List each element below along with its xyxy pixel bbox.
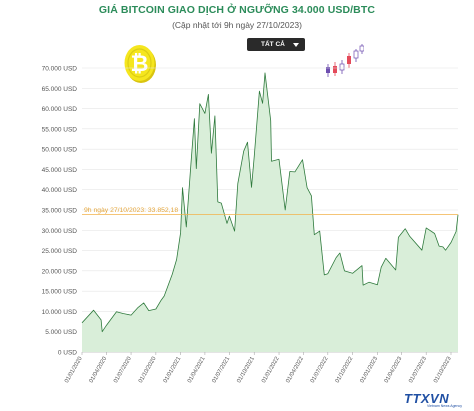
x-tick-label: 01/01/2020 bbox=[64, 356, 84, 384]
y-tick-label: 30.000 USD bbox=[42, 228, 78, 235]
candlestick-icon bbox=[326, 44, 364, 77]
x-tick-label: 01/07/2022 bbox=[310, 356, 330, 384]
x-tick-label: 01/01/2022 bbox=[261, 356, 281, 384]
y-tick-label: 25.000 USD bbox=[42, 248, 78, 255]
logo-subtext: Vietnam News Agency bbox=[427, 404, 462, 408]
svg-text:₿: ₿ bbox=[131, 52, 149, 77]
x-tick-label: 01/10/2021 bbox=[236, 356, 256, 384]
x-tick-label: 01/10/2022 bbox=[335, 356, 355, 384]
dropdown-caret-icon bbox=[293, 43, 299, 47]
y-tick-label: 50.000 USD bbox=[42, 147, 78, 154]
x-tick-label: 01/07/2020 bbox=[113, 356, 133, 384]
y-tick-label: 40.000 USD bbox=[42, 187, 78, 194]
y-tick-label: 55.000 USD bbox=[42, 126, 78, 133]
price-line bbox=[81, 72, 459, 333]
x-tick-label: 01/04/2021 bbox=[187, 356, 207, 384]
y-tick-label: 60.000 USD bbox=[42, 106, 78, 113]
price-area bbox=[82, 72, 458, 353]
ttxvn-logo: TTXVN Vietnam News Agency bbox=[404, 391, 468, 409]
range-dropdown[interactable]: TẤT CẢ bbox=[247, 38, 305, 51]
bitcoin-coin-icon: ₿ bbox=[124, 45, 156, 83]
x-tick-label: 01/01/2023 bbox=[359, 356, 379, 384]
chart-subtitle: (Cập nhật tới 9h ngày 27/10/2023) bbox=[172, 20, 302, 30]
x-tick-label: 01/01/2021 bbox=[163, 356, 183, 384]
y-tick-label: 5.000 USD bbox=[45, 329, 77, 336]
x-tick-label: 01/07/2023 bbox=[408, 356, 428, 384]
logo-text: TTXVN bbox=[404, 391, 450, 406]
y-tick-label: 20.000 USD bbox=[42, 268, 78, 275]
y-tick-label: 45.000 USD bbox=[42, 167, 78, 174]
y-tick-label: 0 USD bbox=[58, 350, 77, 357]
y-tick-label: 70.000 USD bbox=[42, 66, 78, 73]
x-tick-label: 01/04/2020 bbox=[89, 356, 109, 384]
x-tick-label: 01/04/2023 bbox=[384, 356, 404, 384]
current-price-label: 9h ngày 27/10/2023: 33.852,18 bbox=[84, 207, 178, 214]
chart-title: GIÁ BITCOIN GIAO DỊCH Ở NGƯỠNG 34.000 US… bbox=[98, 4, 376, 16]
y-tick-label: 35.000 USD bbox=[42, 208, 78, 215]
y-tick-label: 65.000 USD bbox=[42, 86, 78, 93]
x-tick-label: 01/07/2021 bbox=[211, 356, 231, 384]
x-tick-label: 01/10/2020 bbox=[138, 356, 158, 384]
x-tick-label: 01/04/2022 bbox=[285, 356, 305, 384]
y-tick-label: 10.000 USD bbox=[42, 309, 78, 316]
y-tick-label: 15.000 USD bbox=[42, 289, 78, 296]
x-tick-label: 01/10/2023 bbox=[433, 356, 453, 384]
range-dropdown-label: TẤT CẢ bbox=[261, 41, 285, 48]
